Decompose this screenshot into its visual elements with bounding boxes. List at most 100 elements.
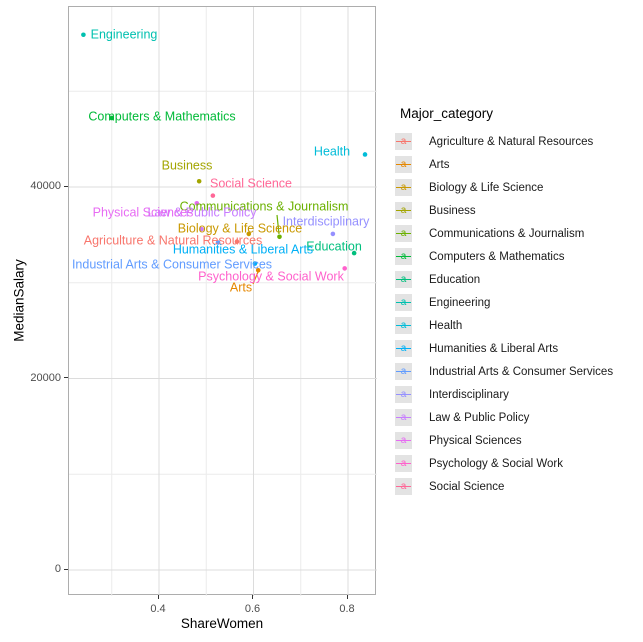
legend-item-label: Arts — [429, 158, 450, 171]
x-tick-label: 0.8 — [339, 603, 355, 615]
legend-item-label: Agriculture & Natural Resources — [429, 135, 594, 148]
legend-key-swatch: a — [395, 409, 412, 426]
legend-key-letter: a — [400, 319, 407, 331]
legend-key-segment — [396, 255, 411, 258]
data-point — [196, 178, 202, 184]
legend-key-letter: a — [400, 457, 407, 469]
data-point — [81, 32, 86, 38]
data-point — [194, 200, 200, 206]
legend-item: a Computers & Mathematics — [395, 245, 613, 268]
legend-item-label: Health — [429, 319, 463, 332]
legend-key-segment — [396, 278, 411, 281]
data-point — [109, 115, 115, 121]
data-point — [234, 239, 240, 244]
legend-item-list: a Agriculture & Natural Resources a Arts a Bi… — [395, 130, 613, 498]
legend-item: a Biology & Life Science — [395, 176, 613, 199]
data-point — [252, 261, 258, 266]
legend-key-segment — [396, 347, 411, 350]
data-point — [255, 268, 261, 273]
legend-item-label: Social Science — [429, 480, 505, 493]
legend-item-label: Engineering — [429, 296, 491, 309]
legend-key-swatch: a — [395, 202, 412, 219]
legend-item: a Social Science — [395, 475, 613, 498]
legend-key-letter: a — [400, 273, 407, 285]
legend-item: a Physical Sciences — [395, 429, 613, 452]
legend-item-label: Industrial Arts & Consumer Services — [429, 365, 614, 378]
legend-key-letter: a — [400, 250, 407, 262]
legend-key-segment — [396, 232, 411, 235]
legend-item-label: Psychology & Social Work — [429, 457, 564, 470]
legend-item-label: Education — [429, 273, 481, 286]
data-point — [210, 193, 216, 198]
legend-item-label: Biology & Life Science — [429, 181, 544, 194]
legend-key-swatch: a — [395, 340, 412, 357]
data-point — [342, 266, 347, 271]
legend-key-swatch: a — [395, 156, 412, 173]
legend-item-label: Law & Public Policy — [429, 411, 530, 424]
legend-key-letter: a — [400, 480, 407, 492]
legend-key-segment — [396, 439, 411, 442]
legend-key-segment — [396, 485, 411, 488]
legend-key-letter: a — [400, 204, 407, 216]
data-point — [330, 231, 336, 237]
legend-key-segment — [396, 370, 411, 373]
legend-key-letter: a — [400, 296, 407, 308]
label-segment — [252, 271, 259, 285]
legend-item-label: Physical Sciences — [429, 434, 522, 447]
legend-key-segment — [396, 140, 411, 143]
legend-item: a Health — [395, 314, 613, 337]
legend-key-letter: a — [400, 135, 407, 147]
legend-item: a Psychology & Social Work — [395, 452, 613, 475]
legend-key-letter: a — [400, 181, 407, 193]
data-point — [199, 226, 204, 232]
legend-key-swatch: a — [395, 248, 412, 265]
legend-title: Major_category — [400, 106, 494, 121]
x-axis-title: ShareWomen — [180, 616, 264, 631]
legend-key-segment — [396, 163, 411, 166]
data-point — [277, 234, 282, 240]
legend-key-letter: a — [400, 434, 407, 446]
y-tick-label: 0 — [54, 563, 61, 575]
x-tick-label: 0.6 — [244, 603, 261, 615]
legend-item: a Education — [395, 268, 613, 291]
legend-item: a Agriculture & Natural Resources — [395, 130, 613, 153]
legend-item-label: Business — [429, 204, 476, 217]
data-point — [351, 250, 357, 256]
data-point — [362, 152, 368, 157]
legend-item: a Engineering — [395, 291, 613, 314]
y-tick-label: 40000 — [30, 180, 61, 192]
legend-key-swatch: a — [395, 179, 412, 196]
legend-key-swatch: a — [395, 317, 412, 334]
legend-key-swatch: a — [395, 478, 412, 495]
legend-item: a Communications & Journalism — [395, 222, 613, 245]
legend-item-label: Communications & Journalism — [429, 227, 585, 240]
legend-key-letter: a — [400, 342, 407, 354]
legend-key-swatch: a — [395, 294, 412, 311]
legend-key-segment — [396, 462, 411, 465]
legend-key-segment — [396, 416, 411, 419]
legend-key-letter: a — [400, 411, 407, 423]
legend-key-swatch: a — [395, 455, 412, 472]
legend-key-letter: a — [400, 365, 407, 377]
legend-key-segment — [396, 301, 411, 304]
legend-item-label: Computers & Mathematics — [429, 250, 565, 263]
y-axis-title: MedianSalary — [11, 259, 27, 342]
legend-key-segment — [396, 186, 411, 189]
legend-key-segment — [396, 324, 411, 327]
legend-key-segment — [396, 209, 411, 212]
legend-key-swatch: a — [395, 225, 412, 242]
legend-key-swatch: a — [395, 271, 412, 288]
data-point — [246, 231, 252, 237]
legend-item: a Humanities & Liberal Arts — [395, 337, 613, 360]
legend-key-letter: a — [400, 158, 407, 170]
legend-item: a Business — [395, 199, 613, 222]
legend-item-label: Interdisciplinary — [429, 388, 509, 401]
label-segment — [276, 214, 280, 235]
legend-item-label: Humanities & Liberal Arts — [429, 342, 559, 355]
legend-item: a Interdisciplinary — [395, 383, 613, 406]
legend-item: a Arts — [395, 153, 613, 176]
legend-item: a Industrial Arts & Consumer Services — [395, 360, 613, 383]
legend-key-letter: a — [400, 388, 407, 400]
legend-item: a Law & Public Policy — [395, 406, 613, 429]
